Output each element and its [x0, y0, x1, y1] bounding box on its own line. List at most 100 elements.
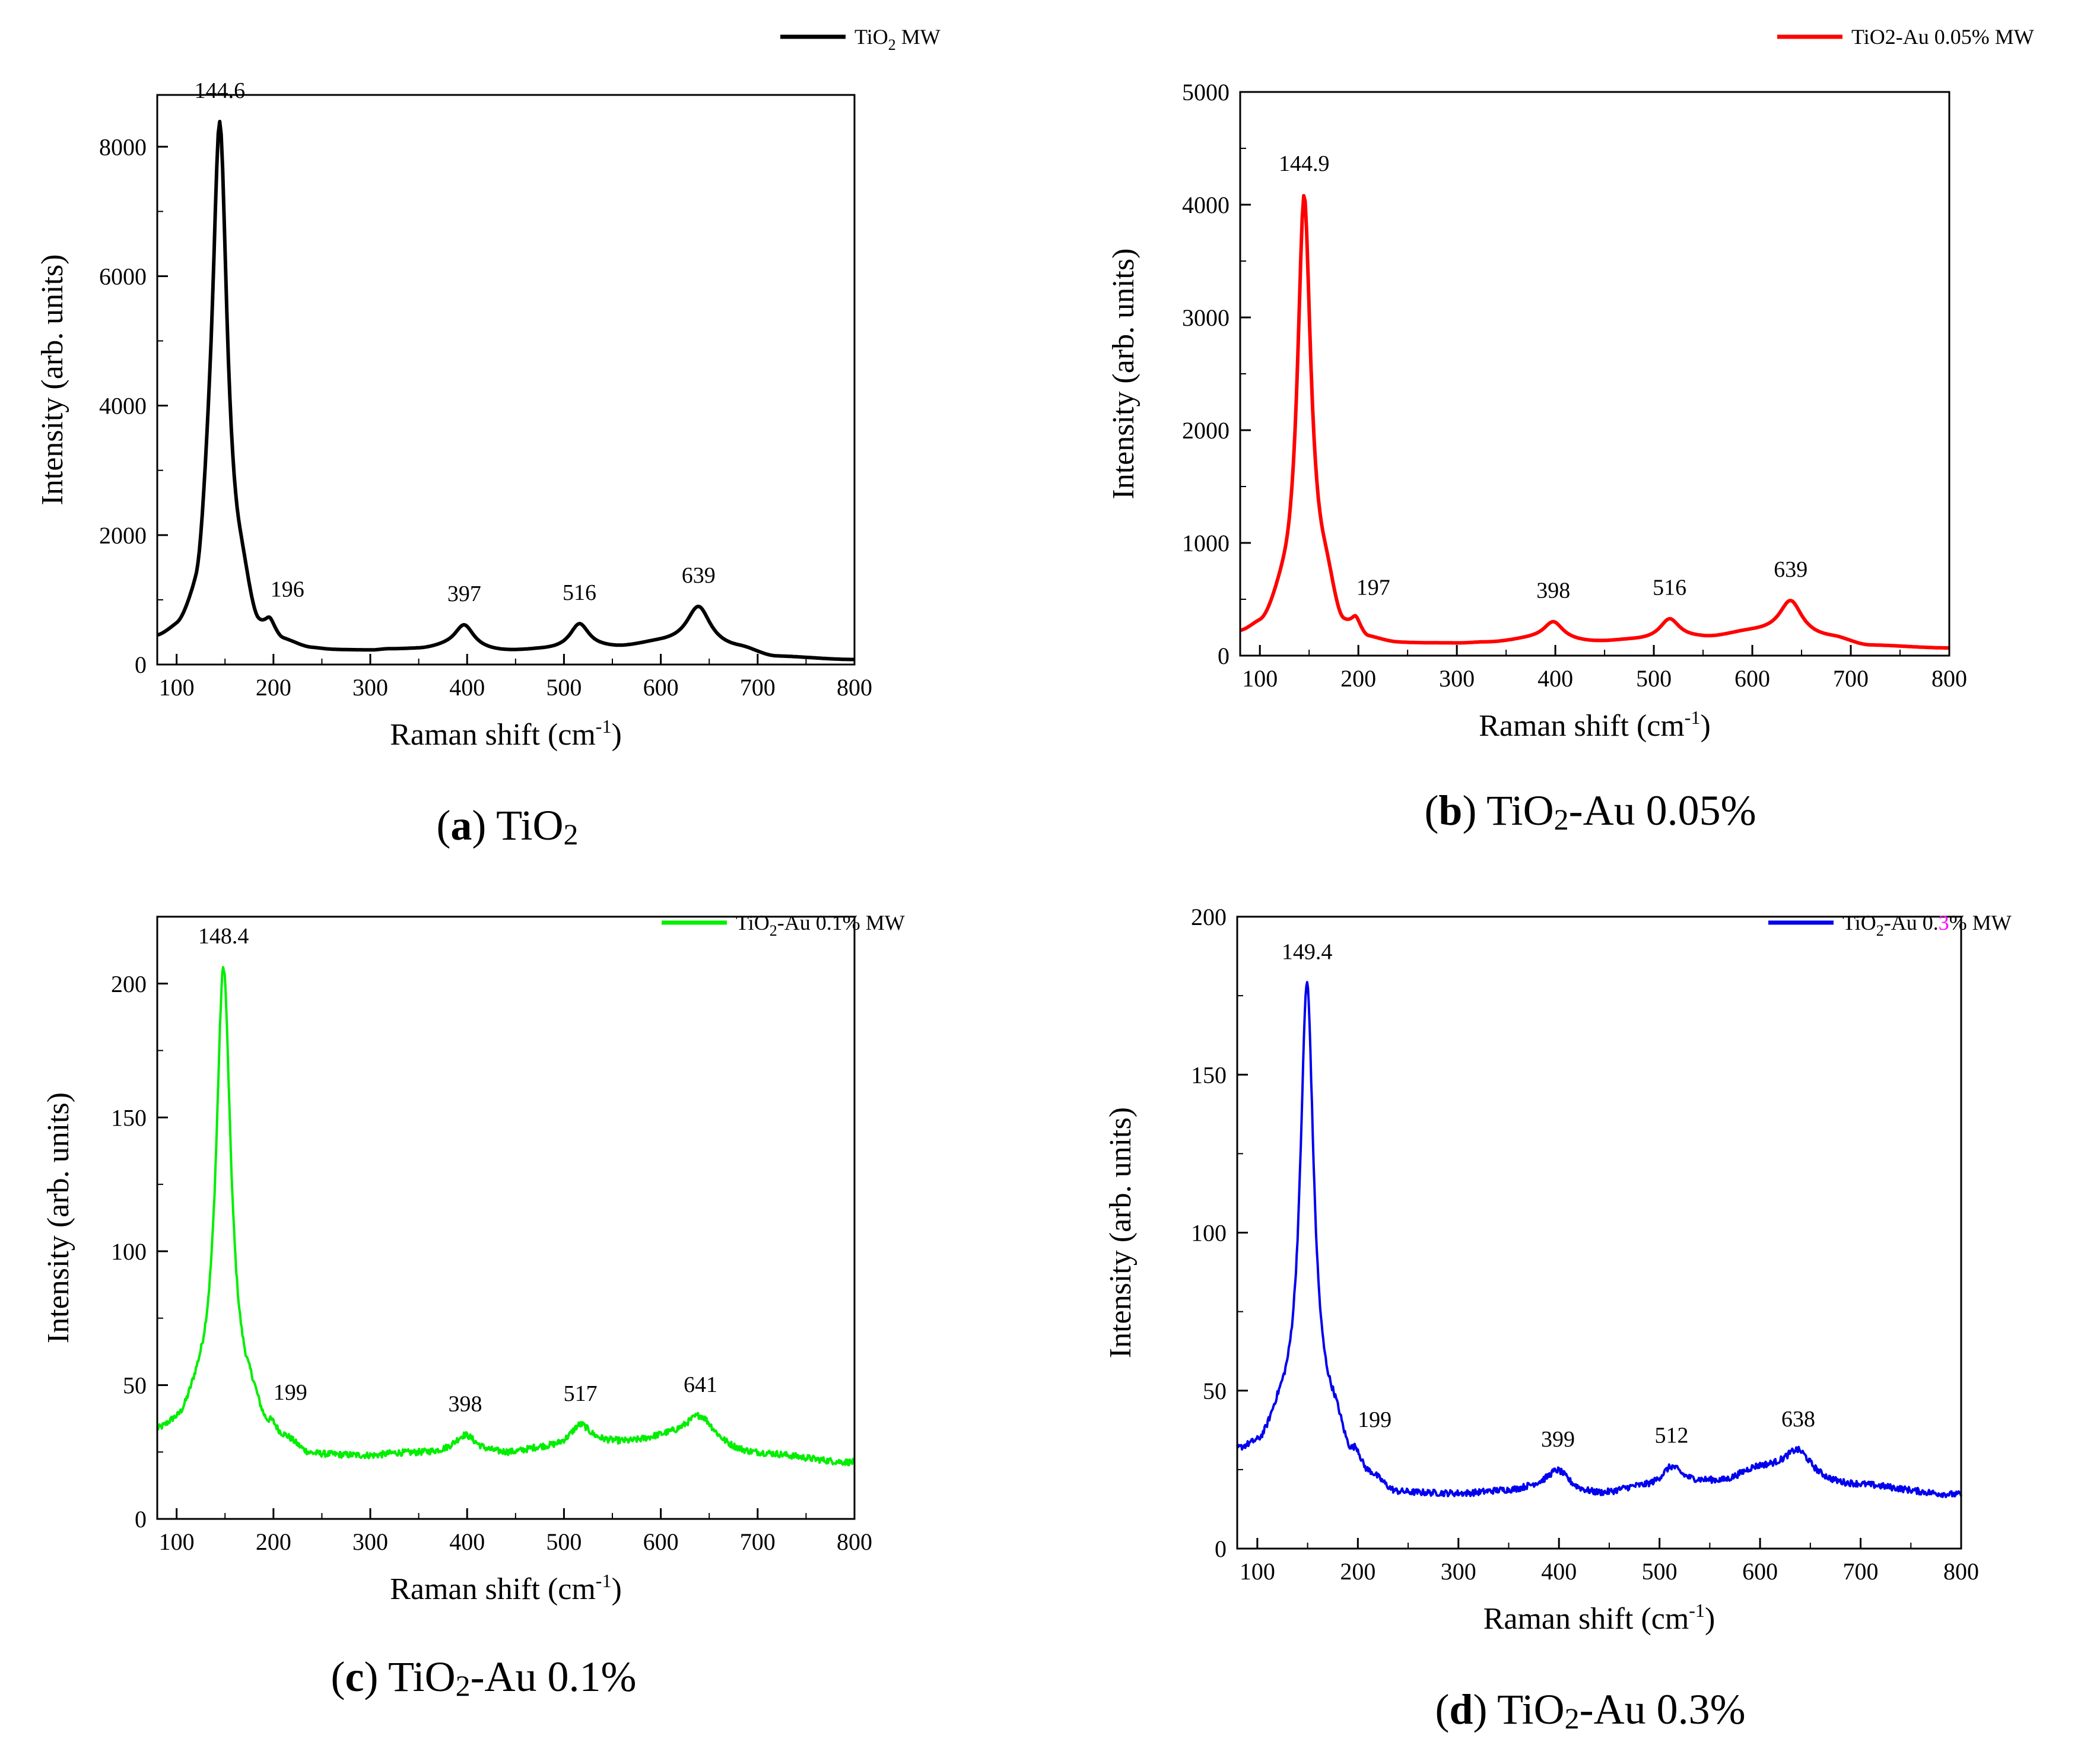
spectrum-line: [1236, 981, 1962, 1499]
spectrum-line: [156, 966, 856, 1467]
panel-c: 100 200 300 400 500 600 700 800 0 50 100 150 200 Rama…: [42, 911, 905, 1702]
y-tick-label: 4000: [99, 393, 147, 419]
y-tick-label: 2000: [99, 522, 147, 549]
x-tick-label: 500: [1636, 665, 1672, 692]
y-tick-label: 100: [1191, 1220, 1227, 1247]
y-tick-label: 150: [111, 1104, 147, 1131]
legend-label: TiO2-Au 0.1% MW: [736, 911, 905, 939]
y-tick-label: 0: [1215, 1536, 1227, 1562]
y-tick-label: 0: [135, 1506, 147, 1533]
x-tick-label: 500: [1642, 1558, 1678, 1585]
x-tick-label: 400: [449, 674, 485, 701]
peak-label: 638: [1781, 1407, 1815, 1432]
peak-label: 199: [1358, 1407, 1391, 1432]
x-tick-label: 500: [546, 1528, 582, 1555]
y-tick-label: 6000: [99, 263, 147, 290]
x-tick-label: 600: [1742, 1558, 1778, 1585]
peak-label: 512: [1655, 1423, 1689, 1448]
x-tick-label: 100: [1240, 1558, 1275, 1585]
panel-caption: (b) TiO2-Au 0.05%: [1424, 787, 1756, 836]
peak-label: 398: [1536, 578, 1570, 603]
peak-label: 397: [447, 581, 481, 606]
peak-label: 144.9: [1279, 151, 1330, 176]
x-axis-title: Raman shift (cm-1): [1479, 707, 1711, 743]
y-tick-label: 4000: [1182, 192, 1229, 218]
panel-caption: (d) TiO2-Au 0.3%: [1435, 1686, 1745, 1735]
x-axis-title: Raman shift (cm-1): [1483, 1600, 1715, 1636]
peak-label: 639: [682, 563, 716, 588]
x-axis-title: Raman shift (cm-1): [390, 716, 622, 752]
x-tick-label: 700: [1833, 665, 1869, 692]
plot-frame: [1236, 916, 1962, 1550]
x-tick-label: 800: [837, 1528, 872, 1555]
peak-label: 197: [1356, 576, 1390, 600]
y-tick-label: 200: [1191, 904, 1227, 930]
panel-caption: (c) TiO2-Au 0.1%: [331, 1653, 636, 1702]
x-tick-label: 100: [1242, 665, 1278, 692]
y-tick-label: 100: [111, 1238, 147, 1265]
y-axis-title: Intensity (arb. units): [36, 254, 69, 505]
y-tick-label: 50: [1203, 1378, 1227, 1404]
y-tick-label: 150: [1191, 1061, 1227, 1088]
x-tick-label: 500: [546, 674, 582, 701]
x-tick-label: 200: [1340, 665, 1376, 692]
x-tick-label: 600: [643, 674, 679, 701]
y-tick-label: 50: [123, 1372, 147, 1398]
peak-label: 399: [1541, 1427, 1575, 1452]
y-tick-label: 3000: [1182, 304, 1229, 331]
x-tick-label: 700: [740, 1528, 776, 1555]
plot-frame: [1239, 91, 1950, 657]
panel-d: 100 200 300 400 500 600 700 800 0 50 100 150 200 Rama…: [1104, 904, 2012, 1735]
x-tick-label: 100: [159, 1528, 195, 1555]
y-tick-label: 2000: [1182, 417, 1229, 444]
spectrum-line: [1240, 193, 1950, 650]
y-axis-title: Intensity (arb. units): [1107, 248, 1140, 499]
peak-label: 516: [563, 580, 596, 605]
x-tick-label: 800: [1943, 1558, 1979, 1585]
x-tick-label: 300: [352, 1528, 388, 1555]
peak-label: 144.6: [195, 78, 246, 103]
peak-label: 196: [271, 577, 304, 602]
spectrum-line: [157, 119, 855, 662]
x-tick-label: 400: [449, 1528, 485, 1555]
legend-label: TiO2-Au 0.3% MW: [1842, 911, 2012, 939]
peak-label: 516: [1653, 576, 1686, 600]
x-tick-label: 600: [643, 1528, 679, 1555]
panel-b: 100 200 300 400 500 600 700 800 0 1000 2000 3000 400…: [1107, 25, 2034, 836]
peak-label: 517: [564, 1381, 598, 1406]
x-tick-label: 700: [740, 674, 776, 701]
x-tick-label: 400: [1537, 665, 1573, 692]
x-tick-label: 200: [256, 1528, 291, 1555]
x-tick-label: 800: [837, 674, 872, 701]
x-axis-title: Raman shift (cm-1): [390, 1570, 622, 1606]
x-tick-label: 600: [1734, 665, 1770, 692]
peak-label: 639: [1774, 557, 1807, 582]
x-tick-label: 300: [1441, 1558, 1476, 1585]
plot-frame: [156, 916, 856, 1520]
peak-label: 149.4: [1282, 939, 1333, 964]
y-tick-label: 0: [1218, 643, 1229, 669]
x-tick-label: 200: [1340, 1558, 1375, 1585]
x-tick-label: 100: [159, 674, 195, 701]
panel-caption: (a) TiO2: [436, 802, 578, 851]
panel-a: 100 200 300 400 500 600 700 8000200040006000800…: [36, 25, 941, 851]
y-tick-label: 200: [111, 971, 147, 997]
y-axis-title: Intensity (arb. units): [1104, 1107, 1138, 1358]
peak-label: 641: [684, 1372, 717, 1397]
peak-label: 148.4: [198, 924, 249, 949]
y-tick-label: 5000: [1182, 79, 1229, 106]
y-tick-label: 0: [135, 651, 147, 678]
peak-label: 398: [448, 1392, 482, 1417]
legend-label: TiO2-Au 0.05% MW: [1851, 25, 2034, 49]
x-tick-label: 300: [1439, 665, 1475, 692]
legend-label: TiO2 MW: [854, 25, 941, 53]
plot-frame: [156, 94, 856, 666]
x-tick-label: 700: [1843, 1558, 1879, 1585]
peak-label: 199: [274, 1380, 307, 1405]
x-tick-label: 300: [352, 674, 388, 701]
x-tick-label: 800: [1931, 665, 1967, 692]
x-tick-label: 200: [256, 674, 291, 701]
x-tick-label: 400: [1541, 1558, 1577, 1585]
y-tick-label: 8000: [99, 133, 147, 160]
